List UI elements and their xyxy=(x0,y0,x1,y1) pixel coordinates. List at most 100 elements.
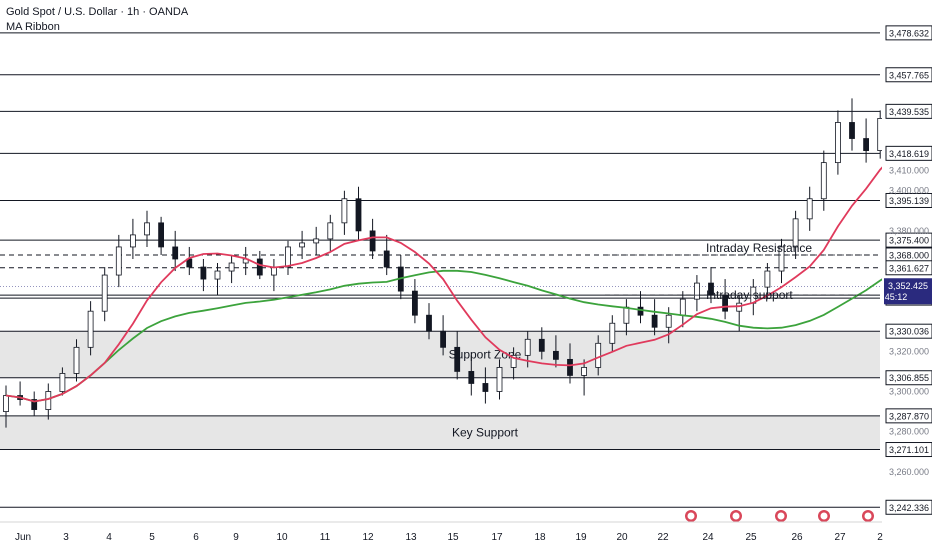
candle-body xyxy=(426,314,432,332)
candle-body xyxy=(214,270,221,280)
annotations: Intraday Resistance Intraday support xyxy=(605,241,870,302)
candle-body xyxy=(129,234,136,248)
candle-body xyxy=(553,350,559,360)
level-label-3: 3,418.619 xyxy=(889,149,929,159)
level-label-13: 3,271.101 xyxy=(889,445,929,455)
event-flag-inner xyxy=(687,512,695,520)
x-label-16: 24 xyxy=(702,532,714,543)
candle-body xyxy=(736,302,743,312)
candle-body xyxy=(623,306,630,324)
x-label-4: 6 xyxy=(193,532,199,543)
time-axis-labels: Jun 3 4 5 6 9 10 11 12 13 15 17 18 19 20 22 24 25 26 27 2 xyxy=(15,532,883,543)
level-tag-14 xyxy=(885,499,932,515)
candle-body xyxy=(651,314,658,328)
price-axis-labels: 3,478.632 3,457.765 3,439.535 3,418.619 3,39… xyxy=(884,25,932,515)
event-flag-inner xyxy=(864,512,872,520)
candle-body xyxy=(285,246,291,268)
event-flag-inner xyxy=(777,512,785,520)
candle-body xyxy=(355,198,362,232)
candle-body xyxy=(313,238,320,244)
axis-tick-5: 3,260.000 xyxy=(889,467,929,477)
level-label-14: 3,242.336 xyxy=(889,503,929,513)
symbol-title: Gold Spot / U.S. Dollar · 1h · OANDA xyxy=(6,6,189,18)
candle-body xyxy=(101,274,108,312)
candle-body xyxy=(454,346,461,372)
level-tag-3 xyxy=(885,145,932,161)
current-price-tag xyxy=(884,278,932,305)
x-label-15: 22 xyxy=(657,532,669,543)
x-label-19: 27 xyxy=(834,532,846,543)
level-label-2: 3,439.535 xyxy=(889,107,929,117)
candle-body xyxy=(87,310,94,348)
level-label-10: 3,330.036 xyxy=(889,327,929,337)
event-flag-inner xyxy=(820,512,828,520)
level-label-1: 3,457.765 xyxy=(889,70,929,80)
candle-body xyxy=(679,298,686,316)
candle-body xyxy=(3,395,9,412)
candle-body xyxy=(806,198,813,220)
x-label-0: Jun xyxy=(15,532,31,543)
candle-body xyxy=(581,367,587,376)
zone-label-0: Support Zone xyxy=(449,347,522,361)
event-flag-inner xyxy=(732,512,740,520)
candle-body xyxy=(510,354,517,368)
annotation-label-0: Intraday Resistance xyxy=(706,241,812,255)
candle-body xyxy=(877,118,884,151)
zone-1 xyxy=(0,415,880,450)
indicator-label: MA Ribbon xyxy=(6,21,60,33)
x-label-18: 26 xyxy=(791,532,803,543)
x-label-10: 15 xyxy=(447,532,459,543)
candle-body xyxy=(694,282,700,300)
candle-body xyxy=(383,250,390,268)
level-tag-4 xyxy=(885,192,932,208)
x-label-8: 12 xyxy=(362,532,374,543)
axis-tick-4: 3,280.000 xyxy=(889,427,929,437)
candle-body xyxy=(595,342,602,368)
event-icons[interactable] xyxy=(685,510,874,522)
x-label-6: 10 xyxy=(276,532,288,543)
current-price-label: 3,352.425 xyxy=(888,281,928,291)
candle-body xyxy=(411,290,418,316)
level-tag-11 xyxy=(885,370,932,386)
candle-body xyxy=(440,330,447,348)
x-label-17: 25 xyxy=(745,532,757,543)
ma-fast-line xyxy=(5,128,932,403)
axis-tick-2: 3,320.000 xyxy=(889,346,929,356)
candle-body xyxy=(496,367,503,392)
level-label-12: 3,287.870 xyxy=(889,411,929,421)
candle-body xyxy=(31,399,38,410)
candle-body xyxy=(778,246,785,272)
x-label-9: 13 xyxy=(405,532,417,543)
level-tag-1 xyxy=(885,67,932,83)
candle-body xyxy=(524,338,531,356)
candle-body xyxy=(849,122,855,139)
candle-body xyxy=(115,246,122,276)
candle-body xyxy=(468,371,475,384)
x-label-2: 4 xyxy=(106,532,112,543)
candle-body xyxy=(482,383,489,392)
candle-body xyxy=(73,346,80,374)
candle-body xyxy=(172,246,179,260)
level-label-5: 3,375.400 xyxy=(889,236,929,246)
x-label-1: 3 xyxy=(63,532,69,543)
candle-body xyxy=(708,282,714,296)
level-tag-5 xyxy=(885,232,932,248)
candle-body xyxy=(820,162,827,200)
candle-body xyxy=(863,138,869,151)
candle-body xyxy=(609,322,616,344)
x-label-12: 18 xyxy=(534,532,546,543)
level-tag-7 xyxy=(885,260,932,276)
candle-body xyxy=(341,198,348,224)
axis-tick-3: 3,300.000 xyxy=(889,387,929,397)
level-tag-12 xyxy=(885,408,932,424)
level-label-6: 3,368.000 xyxy=(889,250,929,260)
x-label-5: 9 xyxy=(233,532,239,543)
candle-body xyxy=(792,218,799,248)
x-label-20: 2 xyxy=(877,532,883,543)
axis-tick-1: 3,380.000 xyxy=(889,226,929,236)
candle-body xyxy=(200,266,207,280)
axis-tick-6: 3,410.000 xyxy=(889,166,929,176)
support-zones: Support Zone Key Support xyxy=(0,331,880,450)
candle-body xyxy=(665,314,672,328)
